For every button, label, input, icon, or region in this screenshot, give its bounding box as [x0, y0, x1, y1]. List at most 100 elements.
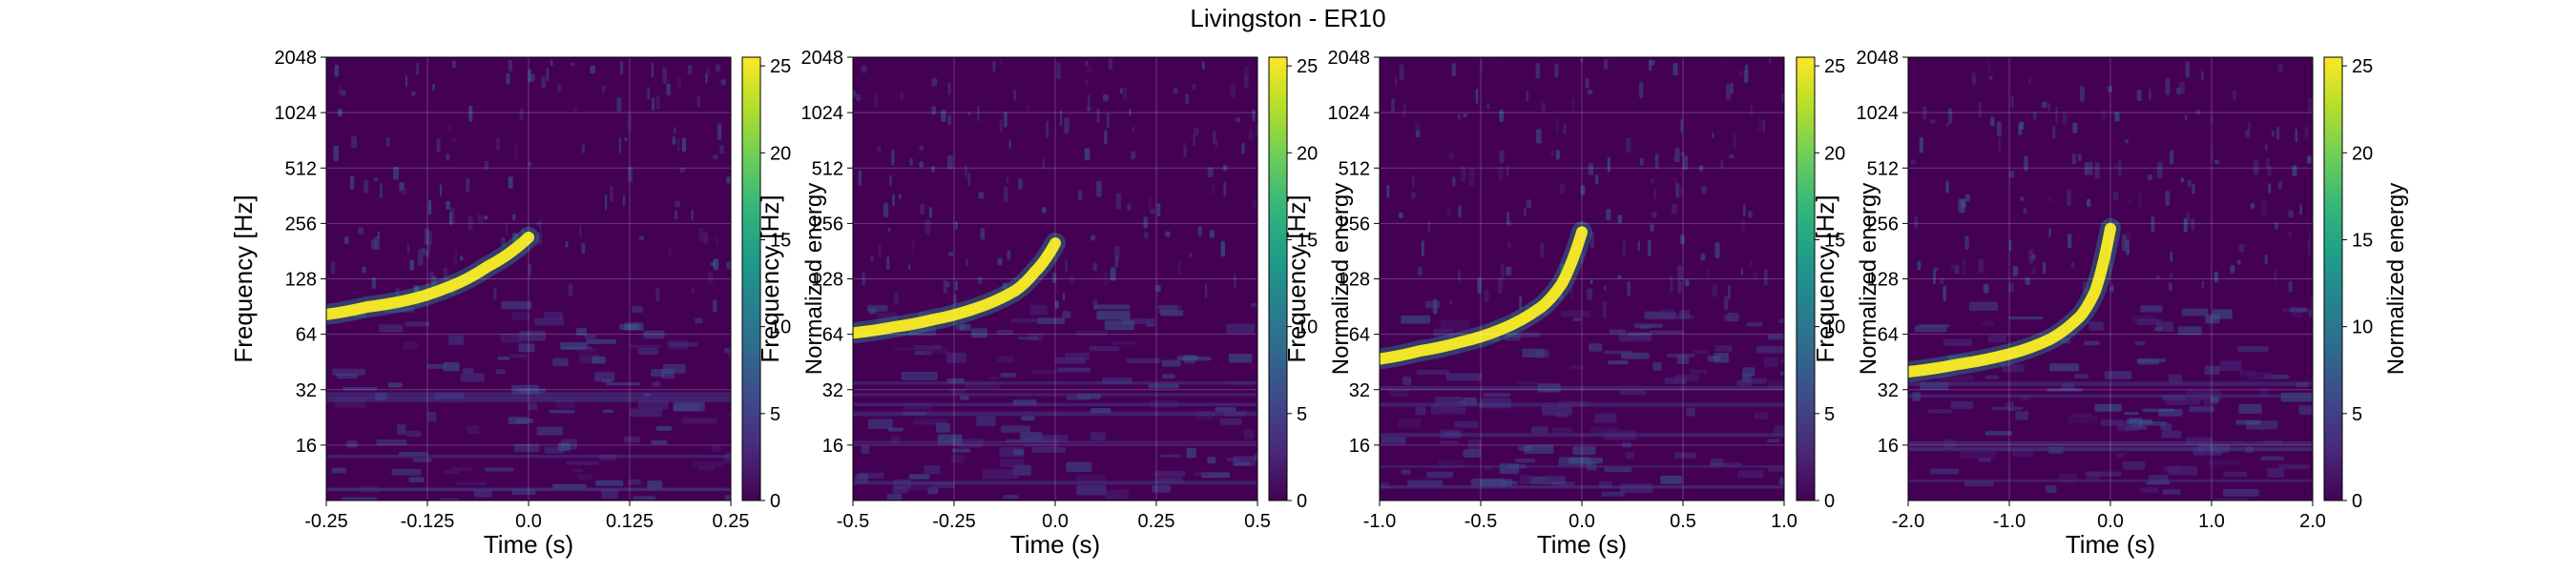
y-tick-label: 2048: [1857, 48, 1900, 69]
y-tick-label: 256: [812, 214, 843, 235]
y-tick-label: 512: [285, 158, 317, 179]
x-tick-label: -0.5: [837, 511, 869, 532]
colorbar: 0 5 10 15 20 25 Normalized energy: [741, 56, 827, 512]
colorbar-tick-label: 15: [1824, 230, 1845, 251]
colorbar-tick-label: 25: [770, 56, 791, 77]
y-tick-label: 1024: [275, 103, 318, 124]
colorbar-tick-label: 25: [1297, 56, 1318, 77]
x-axis-label: Time (s): [1537, 530, 1627, 559]
y-axis-label: Frequency [Hz]: [229, 194, 258, 362]
x-tick-label: 1.0: [1771, 511, 1797, 532]
colorbar-tick-label: 0: [2352, 491, 2362, 512]
colorbar-tick-label: 15: [1297, 230, 1318, 251]
y-tick-label: 64: [822, 325, 843, 346]
y-axis-label: Frequency [Hz]: [756, 194, 784, 362]
x-tick-label: -0.5: [1465, 511, 1497, 532]
y-tick-label: 128: [285, 270, 317, 291]
x-tick-label: 0.5: [1244, 511, 1271, 532]
y-tick-label: 32: [1878, 380, 1899, 401]
x-tick-label: 0.25: [713, 511, 750, 532]
figure-title: Livingston - ER10: [1190, 4, 1386, 32]
colorbar-tick-label: 15: [770, 230, 791, 251]
colorbar-gradient: [1268, 56, 1288, 501]
colorbar-tick-label: 20: [1297, 143, 1318, 164]
colorbar-gradient: [1796, 56, 1816, 501]
y-tick-label: 128: [812, 270, 843, 291]
spectrogram-panel-1: -0.25 -0.125 0.0 0.125 0.25 Time (s) 16 32 64 128…: [229, 48, 827, 559]
spectrogram-panel-3: -1.0 -0.5 0.0 0.5 1.0 Time (s) 16 32 64 128 256 512…: [1282, 48, 1881, 559]
colorbar-tick-label: 25: [2352, 56, 2373, 77]
x-tick-label: -0.25: [932, 511, 976, 532]
y-tick-label: 32: [296, 380, 317, 401]
colorbar-gradient: [741, 56, 761, 501]
x-tick-label: 0.0: [515, 511, 542, 532]
y-tick-label: 64: [296, 325, 317, 346]
x-tick-label: -1.0: [1363, 511, 1396, 532]
grid-lines: [1908, 57, 2313, 500]
y-tick-label: 32: [1349, 380, 1370, 401]
x-axis-label: Time (s): [484, 530, 573, 559]
colorbar-tick-label: 10: [1297, 317, 1318, 338]
plot-background: [1380, 57, 1784, 500]
noise-texture: [1908, 59, 2313, 500]
noise-texture: [853, 57, 1257, 500]
noise-texture: [326, 59, 731, 500]
colorbar-tick-label: 5: [1824, 404, 1835, 425]
colorbar: 0 5 10 15 20 25 Normalized energy: [1268, 56, 1354, 512]
grid-lines: [326, 57, 731, 500]
colorbar: 0 5 10 15 20 25 Normalized energy: [2323, 56, 2409, 512]
y-tick-label: 2048: [275, 48, 318, 69]
colorbar-tick-label: 10: [770, 317, 791, 338]
x-tick-label: 0.5: [1670, 511, 1696, 532]
spectrogram-panel-2: -0.5 -0.25 0.0 0.25 0.5 Time (s) 16 32 64 128 256 5…: [756, 48, 1354, 559]
colorbar-tick-label: 0: [1824, 491, 1835, 512]
y-tick-label: 16: [822, 436, 843, 457]
x-tick-label: 0.25: [1138, 511, 1175, 532]
colorbar-tick-label: 0: [1297, 491, 1307, 512]
colorbar-tick-label: 20: [1824, 143, 1845, 164]
grid-lines: [853, 57, 1257, 500]
chirp-track: [853, 237, 1061, 339]
colorbar-tick-label: 0: [770, 491, 780, 512]
y-axis-label: Frequency [Hz]: [1811, 194, 1839, 362]
x-tick-label: 0.0: [1042, 511, 1069, 532]
y-tick-label: 512: [812, 158, 843, 179]
y-tick-label: 16: [1878, 436, 1899, 457]
y-tick-label: 16: [296, 436, 317, 457]
chirp-track: [326, 232, 534, 320]
x-tick-label: -2.0: [1892, 511, 1924, 532]
y-tick-label: 2048: [801, 48, 844, 69]
y-tick-label: 256: [1867, 214, 1899, 235]
x-axis-label: Time (s): [2066, 530, 2155, 559]
y-tick-label: 16: [1349, 436, 1370, 457]
x-tick-label: 0.0: [1568, 511, 1595, 532]
x-tick-label: 2.0: [2299, 511, 2326, 532]
y-tick-label: 1024: [1328, 103, 1371, 124]
colorbar-tick-label: 5: [770, 404, 780, 425]
colorbar-tick-label: 25: [1824, 56, 1845, 77]
colorbar-label: Normalized energy: [801, 183, 827, 375]
y-tick-label: 128: [1867, 270, 1899, 291]
colorbar-tick-label: 20: [2352, 143, 2373, 164]
colorbar-tick-label: 20: [770, 143, 791, 164]
x-tick-label: 0.125: [606, 511, 654, 532]
colorbar-tick-label: 5: [2352, 404, 2362, 425]
colorbar-tick-label: 15: [2352, 230, 2373, 251]
y-tick-label: 64: [1349, 325, 1370, 346]
y-tick-label: 128: [1339, 270, 1370, 291]
colorbar-tick-label: 10: [2352, 317, 2373, 338]
y-tick-label: 1024: [1857, 103, 1900, 124]
y-tick-label: 256: [1339, 214, 1370, 235]
x-tick-label: -0.125: [401, 511, 455, 532]
y-tick-label: 64: [1878, 325, 1899, 346]
colorbar-tick-label: 5: [1297, 404, 1307, 425]
grid-lines: [1380, 57, 1784, 500]
y-axis-label: Frequency [Hz]: [1282, 194, 1311, 362]
x-tick-label: -0.25: [304, 511, 348, 532]
colorbar-label: Normalized energy: [1856, 183, 1881, 375]
chirp-track: [1380, 226, 1588, 365]
colorbar-label: Normalized energy: [2383, 183, 2409, 375]
colorbar-tick-label: 10: [1824, 317, 1845, 338]
y-tick-label: 2048: [1328, 48, 1371, 69]
